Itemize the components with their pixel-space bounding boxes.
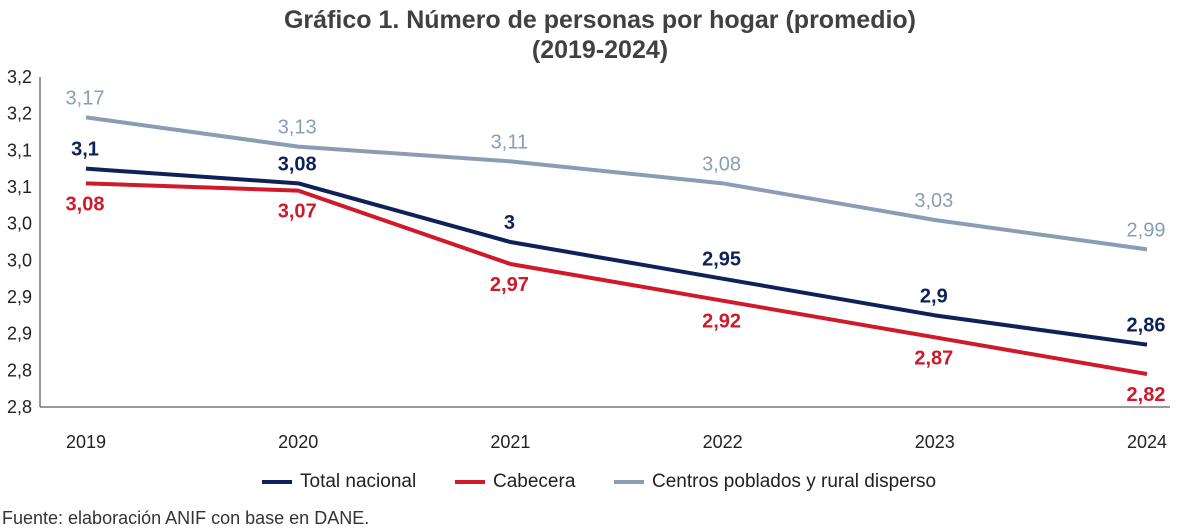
source-note: Fuente: elaboración ANIF con base en DAN… — [2, 508, 370, 528]
x-tick-label: 2024 — [1127, 432, 1167, 452]
data-label: 3,13 — [278, 117, 317, 139]
x-tick-label: 2021 — [490, 432, 530, 452]
series-line-2 — [85, 115, 1148, 252]
legend-swatch-cabecera — [455, 480, 485, 484]
data-label: 2,92 — [702, 311, 741, 333]
y-tick-label: 3,2 — [7, 67, 32, 87]
y-tick-label: 3,2 — [7, 104, 32, 124]
legend-label-centros-poblados: Centros poblados y rural disperso — [652, 471, 937, 492]
series-line-1 — [85, 181, 1148, 376]
data-label: 2,97 — [490, 274, 529, 296]
data-label: 3,1 — [71, 139, 99, 161]
y-tick-label: 2,9 — [7, 324, 32, 344]
chart-subtitle: (2019-2024) — [531, 36, 669, 64]
x-tick-label: 2022 — [703, 432, 743, 452]
legend-swatch-centros-poblados — [614, 480, 644, 484]
data-label: 3,07 — [278, 201, 317, 223]
y-tick-label: 2,8 — [7, 397, 32, 417]
line-chart: 2,8 2,8 2,9 2,9 3,0 3,0 3,1 3,1 3,2 3,2 2019 2020 20… — [7, 67, 1170, 452]
x-tick-label: 2019 — [66, 432, 106, 452]
x-tick-label: 2023 — [915, 432, 955, 452]
chart-title: Gráfico 1. Número de personas por hogar … — [283, 6, 917, 34]
legend-swatch-total-nacional — [262, 480, 292, 484]
y-tick-label: 3,1 — [7, 140, 32, 160]
y-tick-label: 3,1 — [7, 177, 32, 197]
data-label: 3,08 — [66, 193, 105, 215]
legend: Total nacional Cabecera Centros poblados… — [0, 470, 1200, 494]
data-label: 2,9 — [920, 285, 948, 307]
data-label: 3,11 — [491, 131, 528, 153]
y-tick-label: 2,9 — [7, 287, 32, 307]
data-label: 2,87 — [914, 347, 953, 369]
legend-item-centros-poblados: Centros poblados y rural disperso — [614, 470, 936, 494]
y-tick-label: 2,8 — [7, 360, 32, 380]
legend-label-cabecera: Cabecera — [493, 471, 576, 492]
legend-item-total-nacional: Total nacional — [262, 470, 416, 494]
y-tick-label: 3,0 — [7, 250, 32, 270]
data-label: 3 — [504, 212, 515, 234]
data-label: 2,95 — [702, 249, 741, 271]
data-label: 3,03 — [914, 190, 953, 212]
data-label: 2,82 — [1127, 384, 1166, 406]
data-label: 3,08 — [702, 153, 741, 175]
data-label: 3,17 — [66, 87, 105, 109]
data-label: 2,86 — [1127, 315, 1166, 337]
data-label: 2,99 — [1127, 219, 1166, 241]
x-tick-label: 2020 — [278, 432, 318, 452]
data-label: 3,08 — [278, 153, 317, 175]
legend-item-cabecera: Cabecera — [455, 470, 575, 494]
series-line-0 — [85, 166, 1148, 347]
legend-label-total-nacional: Total nacional — [300, 471, 417, 492]
y-tick-label: 3,0 — [7, 214, 32, 234]
